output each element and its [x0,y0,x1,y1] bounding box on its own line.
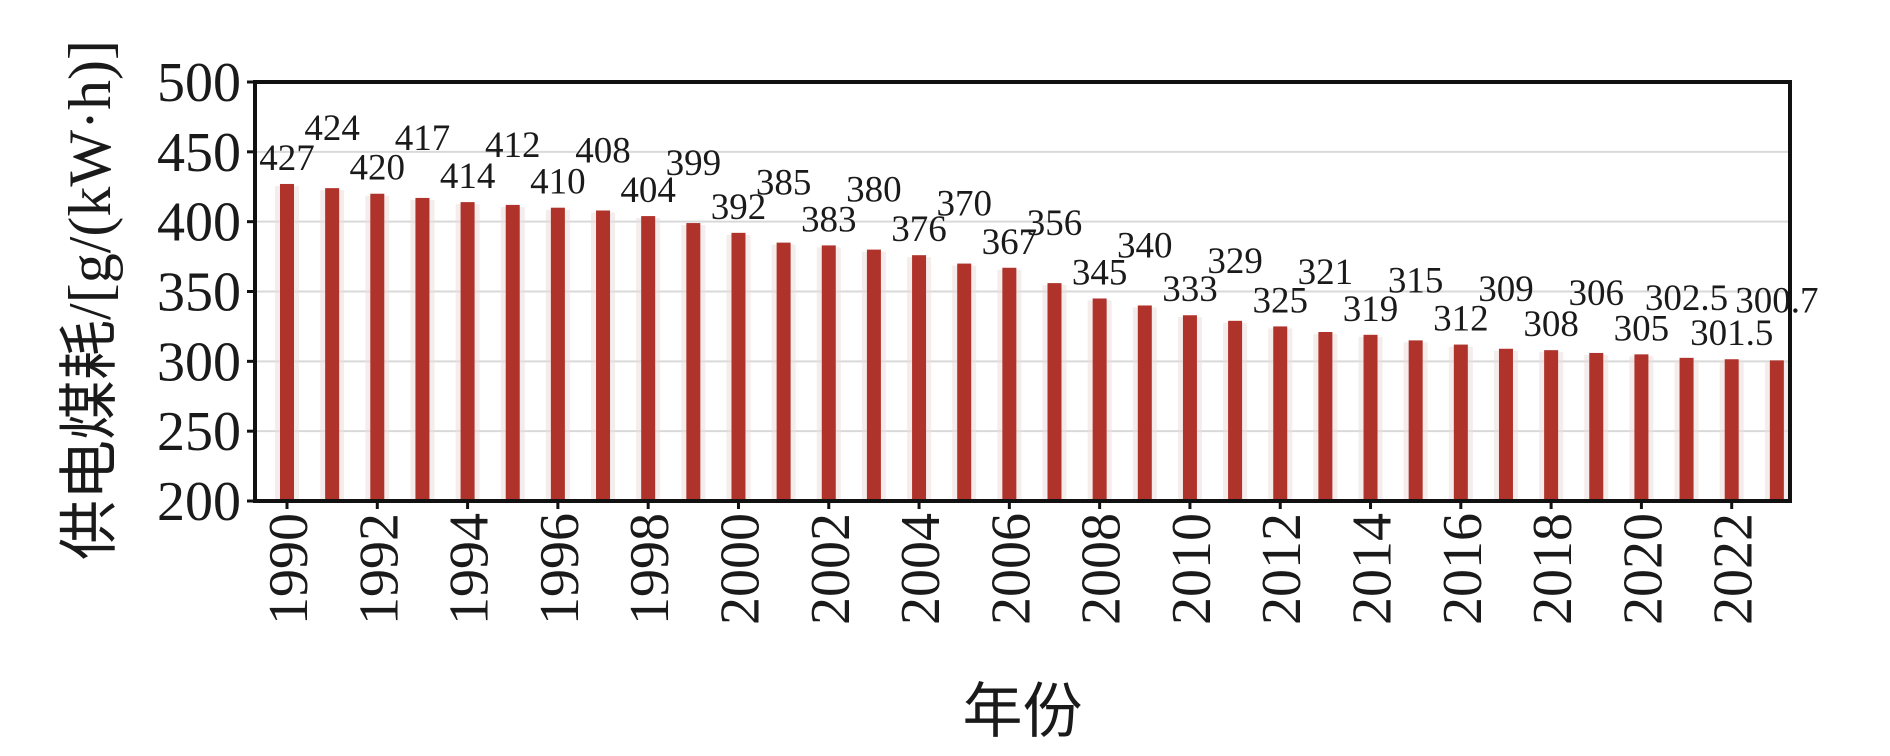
bar-1998 [641,216,656,501]
data-label-2021: 302.5 [1645,278,1728,319]
y-tick-label: 350 [157,262,241,324]
data-label-2023: 300.7 [1735,280,1818,321]
data-label-1991: 424 [304,108,360,149]
data-label-2022: 301.5 [1690,313,1773,354]
bar-2015 [1408,340,1423,501]
bar-1999 [686,223,701,501]
data-label-2017: 309 [1478,269,1534,310]
bar-2002 [821,245,836,501]
x-tick-label: 1998 [619,513,681,625]
data-label-2014: 319 [1343,289,1399,330]
bars [275,183,1789,501]
x-tick-label: 2012 [1251,513,1313,625]
bar-2023 [1769,360,1784,501]
data-label-2020: 305 [1614,308,1670,349]
data-label-2002: 383 [801,199,857,240]
x-tick-label: 2014 [1342,513,1404,625]
bar-2008 [1092,298,1107,501]
bar-2011 [1228,320,1243,501]
data-label-2018: 308 [1523,304,1579,345]
bar-2001 [776,242,791,501]
data-label-1994: 414 [440,156,496,197]
data-label-2010: 333 [1162,269,1218,310]
data-label-1993: 417 [395,118,451,159]
y-tick-label: 250 [157,401,241,463]
bar-1997 [596,210,611,501]
data-label-1990: 427 [259,138,315,179]
bar-2004 [912,255,927,501]
x-tick-label: 2008 [1071,513,1133,625]
data-label-2007: 356 [1027,203,1083,244]
x-tick-label: 2002 [800,513,862,625]
bar-2017 [1498,348,1513,501]
axes: 200 250 300 350 400 450 500 1990 1992 1994 1996 199… [157,52,1792,625]
data-label-2006: 367 [982,222,1038,263]
x-tick-label: 1996 [529,513,591,625]
y-tick-label: 400 [157,192,241,254]
x-tick-label: 2010 [1161,513,1223,625]
bar-2016 [1453,344,1468,501]
bar-1994 [460,202,475,501]
bar-2020 [1634,354,1649,501]
x-tick-label: 2004 [890,513,952,625]
data-label-2015: 315 [1388,260,1444,301]
y-tick-label: 500 [157,52,241,114]
data-label-2019: 306 [1569,273,1625,314]
data-label-2000: 392 [711,187,767,228]
data-label-2001: 385 [756,163,812,204]
x-tick-label: 2006 [980,513,1042,625]
x-tick-label: 2016 [1432,513,1494,625]
bar-1995 [505,204,520,501]
bar-2009 [1137,305,1152,501]
data-label-1996: 410 [530,162,586,203]
data-label-2009: 340 [1117,225,1173,266]
bar-2000 [731,232,746,501]
bar-1996 [550,207,565,501]
x-tick-label: 1992 [348,513,410,625]
bar-2003 [866,249,881,501]
bar-2007 [1047,283,1062,501]
data-label-2016: 312 [1433,299,1489,340]
bar-2021 [1679,357,1694,501]
bar-2006 [1002,267,1017,501]
bar-1991 [325,188,340,501]
bar-2018 [1544,350,1559,501]
data-label-2013: 321 [1298,252,1354,293]
data-label-2012: 325 [1252,280,1308,321]
data-labels: 4274244204174144124104084043993923853833… [259,108,1818,354]
y-axis-title: 供电煤耗/[g/(kW·h)] [57,40,123,560]
data-label-1998: 404 [620,170,676,211]
x-tick-label: 1990 [258,513,320,625]
x-tick-label: 2018 [1522,513,1584,625]
bar-2010 [1182,315,1197,501]
data-label-1999: 399 [666,143,722,184]
data-label-2003: 380 [846,170,902,211]
y-tick-label: 200 [157,471,241,533]
data-label-2004: 376 [891,209,947,250]
x-tick-label: 2022 [1703,513,1765,625]
data-label-2011: 329 [1207,241,1263,282]
bar-1993 [415,197,430,501]
bar-2019 [1589,352,1604,501]
data-label-2008: 345 [1072,252,1128,293]
x-tick-label: 2000 [709,513,771,625]
data-label-2005: 370 [936,184,992,225]
bar-1992 [370,193,385,501]
bar-1990 [280,183,294,501]
data-label-1995: 412 [485,125,541,166]
bar-2022 [1724,359,1739,501]
y-tick-label: 450 [157,122,241,184]
x-tick-label: 2020 [1612,513,1674,625]
x-tick-label: 1994 [439,513,501,625]
x-axis-title: 年份 [963,679,1083,745]
data-label-1992: 420 [350,148,406,189]
data-label-1997: 408 [575,130,631,171]
bar-2012 [1273,326,1288,501]
bar-2013 [1318,332,1333,501]
bar-2005 [957,263,972,501]
bar-2014 [1363,334,1378,501]
y-tick-label: 300 [157,331,241,393]
